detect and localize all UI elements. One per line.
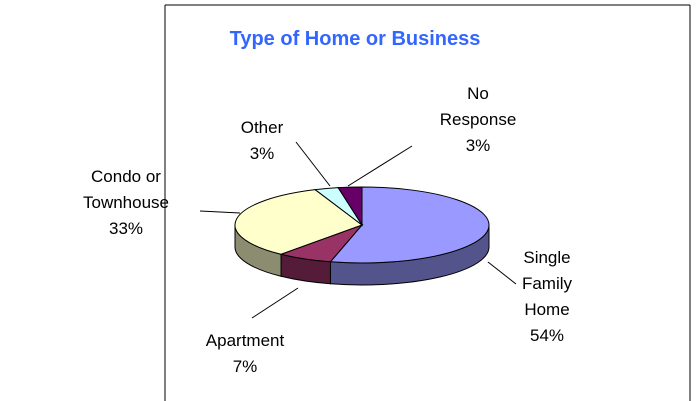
value-label: 3% bbox=[249, 144, 275, 163]
chart-title: Type of Home or Business bbox=[229, 28, 481, 50]
pie-tops bbox=[234, 186, 490, 264]
slice-label: Apartment 7% bbox=[195, 328, 295, 380]
value-label: 3% bbox=[465, 136, 491, 155]
slice-label: No Response 3% bbox=[430, 81, 526, 159]
slice bbox=[234, 189, 364, 255]
category-label: Apartment bbox=[205, 331, 285, 350]
leader-line bbox=[251, 287, 299, 319]
leader-line bbox=[295, 141, 331, 187]
slice bbox=[337, 186, 363, 227]
value-label: 54% bbox=[529, 326, 565, 345]
slice bbox=[329, 186, 490, 264]
category-label: Other bbox=[240, 118, 284, 137]
slice-label: Condo or Townhouse 33% bbox=[78, 164, 174, 242]
leader-line bbox=[199, 210, 241, 214]
category-label: Single Family Home bbox=[521, 248, 573, 319]
leader-line bbox=[347, 145, 413, 187]
value-label: 33% bbox=[108, 219, 144, 238]
slice-label: Single Family Home 54% bbox=[510, 245, 584, 349]
slice-label: Other 3% bbox=[228, 115, 296, 167]
pie-sides bbox=[234, 224, 490, 286]
value-label: 7% bbox=[232, 357, 258, 376]
category-label: No Response bbox=[439, 84, 517, 129]
leader-line bbox=[487, 261, 517, 285]
category-label: Condo or Townhouse bbox=[82, 167, 169, 212]
